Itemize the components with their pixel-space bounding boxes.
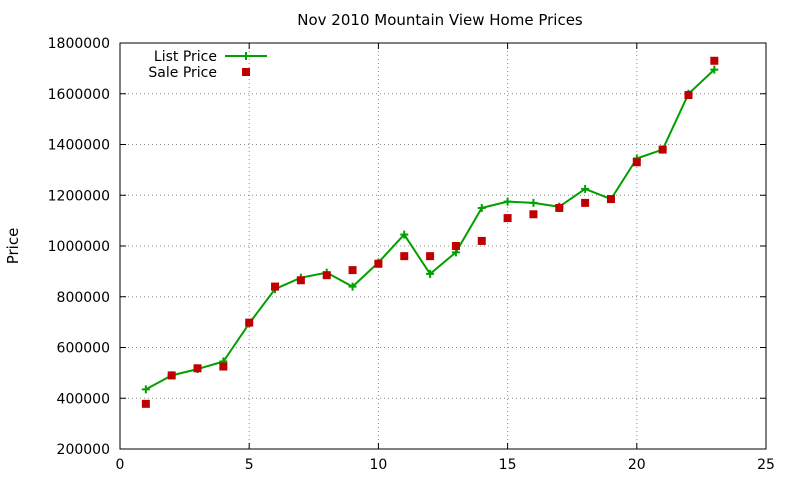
y-tick-label: 1600000 [48,87,110,103]
list-price-line [145,68,715,391]
sale-price-point [684,91,693,100]
sale-price-point [658,145,667,154]
sale-price-point [606,195,615,204]
sale-price-point [400,252,409,261]
sale-price-point [219,362,228,371]
sale-price-point [193,364,202,373]
legend-label-sale-price: Sale Price [148,65,217,81]
y-tick-label: 1400000 [48,138,110,154]
list-price-point [348,282,357,291]
chart-title: Nov 2010 Mountain View Home Prices [297,11,583,29]
sale-price-point [141,399,150,408]
x-tick-label: 25 [757,457,775,473]
x-tick-label: 15 [499,457,517,473]
legend-marker-sale-price [242,68,250,76]
plot-series [141,56,719,408]
sale-price-point [296,276,305,285]
sale-price-point [477,236,486,245]
y-axis-label: Price [4,228,22,265]
legend-label-list-price: List Price [154,49,217,65]
sale-price-point [271,282,280,291]
x-tick-label: 0 [116,457,125,473]
x-tick-label: 10 [369,457,387,473]
sale-price-point [426,252,435,261]
list-price-point [581,184,590,193]
sale-price-point [245,318,254,327]
x-tick-label: 20 [628,457,646,473]
sale-price-point [529,210,538,219]
y-tick-label: 600000 [57,341,110,357]
y-tick-label: 400000 [57,391,110,407]
axis-ticks: 0 5 10 15 20 25 200000 400000 600000 800000 100000… [48,36,775,473]
sale-price-point [503,214,512,223]
plot-frame [119,42,767,450]
list-price-point [477,203,486,212]
list-price-point [529,198,538,207]
legend-marker-list-price [242,52,250,60]
y-tick-label: 1800000 [48,36,110,52]
sale-price-point [348,266,357,275]
sale-price-point [710,56,719,65]
y-tick-label: 800000 [57,290,110,306]
sale-price-point [581,198,590,207]
grid-lines [120,43,766,449]
sale-price-point [374,259,383,268]
list-price-point [141,385,150,394]
sale-price-point [451,242,460,250]
list-price-point [503,197,512,206]
sale-price-point [555,203,564,212]
y-tick-label: 1200000 [48,188,110,204]
list-price-point [400,230,409,239]
sale-price-point [632,158,641,167]
x-tick-label: 5 [245,457,254,473]
sale-price-point [167,371,176,380]
y-tick-label: 1000000 [48,239,110,255]
list-price-point [426,269,435,278]
list-price-point [710,65,719,74]
sale-price-point [322,271,331,280]
y-tick-label: 200000 [57,442,110,458]
